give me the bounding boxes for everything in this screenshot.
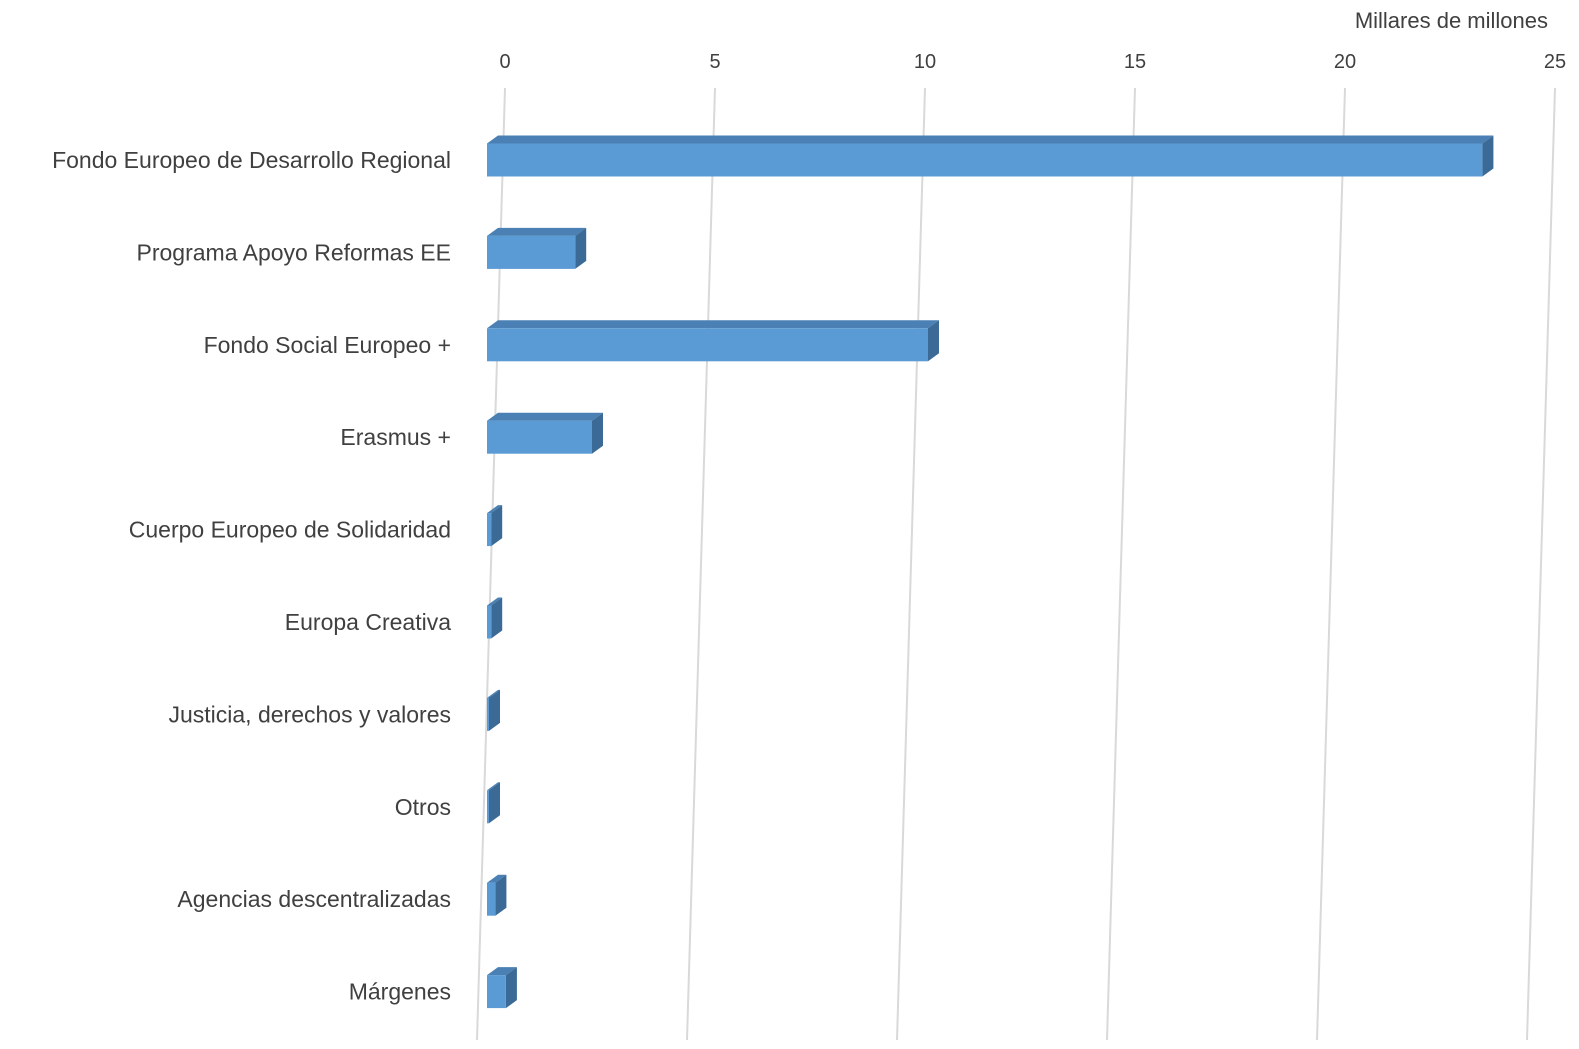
bar-side-face	[489, 782, 500, 824]
category-label: Cuerpo Europeo de Solidaridad	[129, 517, 451, 543]
category-label: Otros	[395, 794, 451, 820]
category-label: Fondo Social Europeo +	[204, 332, 451, 358]
gridlines	[476, 87, 1556, 1041]
bar-top-face	[487, 874, 507, 883]
bar-top-face	[487, 782, 500, 791]
bar-top-face	[487, 505, 503, 514]
gridline	[686, 87, 716, 1041]
bar-side-face	[491, 597, 503, 639]
bar	[487, 790, 489, 824]
bars	[487, 135, 1494, 1009]
category-label: Programa Apoyo Reformas EE	[137, 239, 451, 265]
x-tick-label: 10	[914, 51, 936, 73]
category-labels: Fondo Europeo de Desarrollo Regional Prog…	[52, 147, 451, 1005]
x-tick-label: 25	[1544, 51, 1566, 73]
bar-top-face	[487, 689, 500, 698]
category-label: Europa Creativa	[285, 609, 451, 635]
bar-side-face	[491, 505, 503, 547]
bar	[487, 143, 1483, 177]
gridline	[1106, 87, 1136, 1041]
bar-side-face	[1482, 135, 1494, 177]
bar	[487, 882, 496, 916]
bar-top-face	[487, 135, 1494, 144]
category-label: Justicia, derechos y valores	[168, 701, 451, 727]
bar-top-face	[487, 320, 939, 329]
bar-side-face	[592, 412, 603, 454]
category-label: Fondo Europeo de Desarrollo Regional	[52, 147, 451, 173]
gridline	[1526, 87, 1556, 1041]
bar-side-face	[928, 320, 939, 362]
bar-side-face	[489, 689, 500, 731]
bar-top-face	[487, 227, 587, 236]
bar	[487, 420, 592, 454]
unit-label: Millares de millones	[1355, 8, 1548, 33]
bar-side-face	[505, 967, 517, 1009]
x-tick-label: 15	[1124, 51, 1146, 73]
bar-top-face	[487, 597, 503, 606]
gridline	[896, 87, 926, 1041]
category-label: Agencias descentralizadas	[177, 886, 451, 912]
bar	[487, 328, 928, 362]
category-label: Márgenes	[349, 979, 451, 1005]
bar-side-face	[495, 874, 507, 916]
bar	[487, 235, 576, 269]
category-label: Erasmus +	[340, 424, 451, 450]
bar-top-face	[487, 967, 517, 976]
bar	[487, 975, 506, 1009]
bar-side-face	[575, 227, 587, 269]
bar-top-face	[487, 412, 603, 421]
bar	[487, 697, 489, 731]
bar	[487, 605, 492, 639]
x-tick-label: 20	[1334, 51, 1356, 73]
bar	[487, 513, 492, 547]
x-tick-label: 5	[709, 51, 720, 73]
x-axis-ticks: 0 5 10 15 20 25	[499, 51, 1566, 73]
gridline	[1316, 87, 1346, 1041]
x-tick-label: 0	[499, 51, 510, 73]
